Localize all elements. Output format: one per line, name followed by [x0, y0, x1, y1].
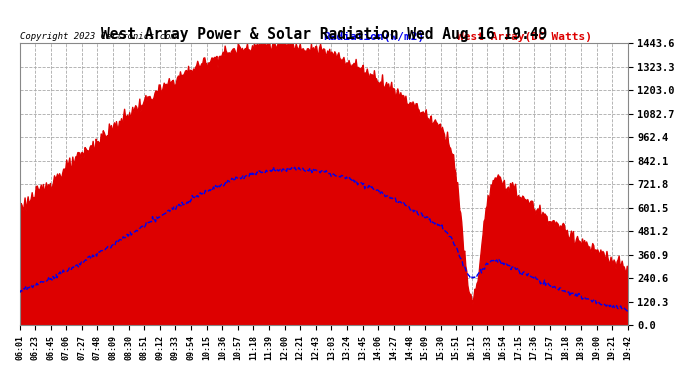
Title: West Array Power & Solar Radiation Wed Aug 16 19:49: West Array Power & Solar Radiation Wed A…	[101, 26, 546, 42]
Text: West Array(DC Watts): West Array(DC Watts)	[457, 32, 593, 42]
Text: Copyright 2023 Cartronics.com: Copyright 2023 Cartronics.com	[19, 32, 175, 41]
Text: Radiation(w/m2): Radiation(w/m2)	[324, 32, 425, 42]
